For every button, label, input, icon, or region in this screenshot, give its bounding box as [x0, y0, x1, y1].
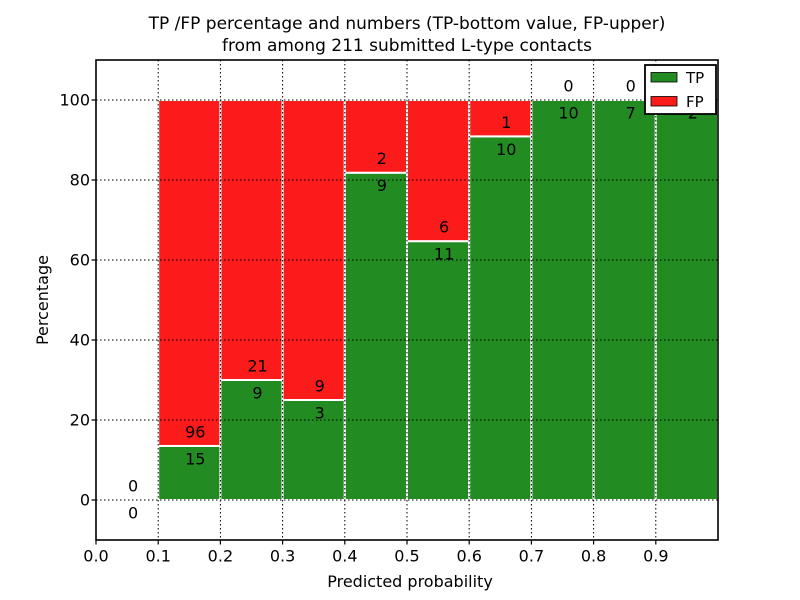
x-axis-label: Predicted probability [327, 572, 493, 591]
bar-segment-fp [219, 99, 284, 381]
fp-count-label: 0 [626, 77, 636, 96]
y-tick-label: 40 [70, 331, 90, 350]
fp-count-label: 96 [185, 422, 205, 441]
bar-segment-tp [592, 99, 657, 501]
legend-swatch-fp [650, 96, 678, 107]
tp-count-label: 10 [558, 104, 578, 123]
bar-segment-fp [468, 99, 533, 138]
bar-segment-tp [281, 399, 346, 501]
legend-label-tp: TP [685, 69, 704, 87]
tp-count-label: 15 [185, 449, 205, 468]
tp-count-label: 9 [377, 176, 387, 195]
bar-segment-fp [281, 99, 346, 401]
bar-segment-tp [406, 240, 471, 501]
x-tick-label: 0.2 [208, 547, 233, 566]
chart-title-line2: from among 211 submitted L-type contacts [222, 36, 592, 56]
x-tick-label: 0.8 [581, 547, 606, 566]
x-tick-label: 0.1 [145, 547, 170, 566]
tp-count-label: 11 [434, 245, 454, 264]
legend: TP FP [644, 64, 717, 115]
fp-count-label: 21 [247, 357, 267, 376]
x-tick-label: 0.0 [83, 547, 108, 566]
y-tick-label: 0 [80, 491, 90, 510]
y-tick-label: 20 [70, 411, 90, 430]
grid-layer [96, 60, 718, 540]
tp-count-label: 7 [626, 104, 636, 123]
x-tick-label: 0.9 [643, 547, 668, 566]
tp-count-label: 3 [315, 404, 325, 423]
bar-segment-fp [406, 99, 471, 243]
bar-segment-tp [157, 444, 222, 501]
x-tick-label: 0.3 [270, 547, 295, 566]
y-tick-label: 100 [59, 91, 90, 110]
tp-count-label: 0 [128, 504, 138, 523]
tp-count-label: 10 [496, 140, 516, 159]
fp-count-label: 0 [128, 477, 138, 496]
bar-segment-tp [468, 135, 533, 502]
fp-count-label: 2 [377, 149, 387, 168]
bar-segment-tp [343, 171, 408, 501]
x-tick-label: 0.5 [394, 547, 419, 566]
legend-swatch-tp [650, 72, 678, 83]
tick-labels-layer: 0.0 0.1 0.2 0.3 0.4 0.5 0.6 0.7 0.8 0.90204060801… [59, 91, 668, 566]
fp-count-label: 9 [315, 377, 325, 396]
bar-segment-fp [343, 99, 408, 174]
x-tick-label: 0.7 [519, 547, 544, 566]
x-tick-label: 0.6 [456, 547, 481, 566]
bar-segment-fp [157, 99, 222, 447]
fp-count-label: 1 [501, 113, 511, 132]
legend-label-fp: FP [686, 93, 704, 111]
tp-count-label: 9 [252, 384, 262, 403]
chart-title-line1: TP /FP percentage and numbers (TP-bottom… [148, 14, 666, 34]
y-axis-label: Percentage [33, 255, 52, 345]
fp-count-label: 0 [563, 77, 573, 96]
bar-segment-tp [530, 99, 595, 501]
bar-segment-tp [654, 99, 719, 501]
bars-layer [157, 99, 719, 502]
x-tick-label: 0.4 [332, 547, 357, 566]
ticks-layer [91, 99, 657, 545]
y-tick-label: 80 [70, 171, 90, 190]
fp-count-label: 6 [439, 218, 449, 237]
y-tick-label: 60 [70, 251, 90, 270]
